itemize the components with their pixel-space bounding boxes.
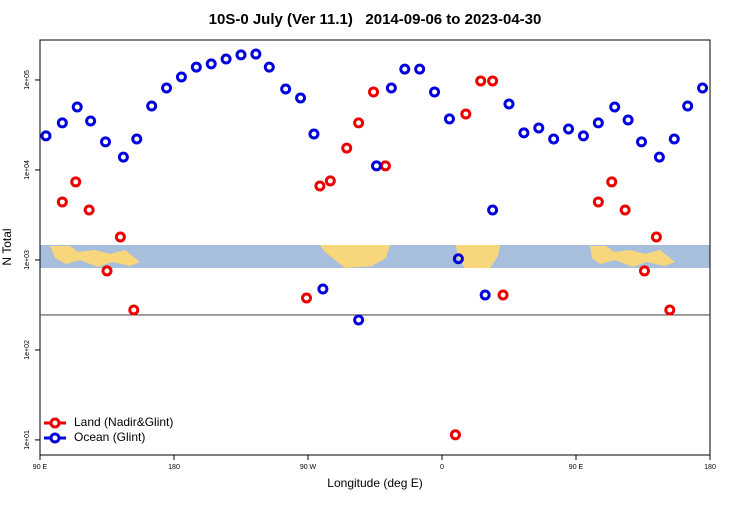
point xyxy=(650,231,662,243)
point xyxy=(475,75,487,87)
point xyxy=(487,204,499,216)
point xyxy=(609,101,621,113)
point xyxy=(117,151,129,163)
point xyxy=(324,175,336,187)
x-axis-label: Longitude (deg E) xyxy=(327,476,422,490)
point xyxy=(622,114,634,126)
y-tick-label: 1e+05 xyxy=(24,70,31,90)
point xyxy=(452,253,464,265)
point xyxy=(497,289,509,301)
chart-title: 10S-0 July (Ver 11.1) 2014-09-06 to 2023… xyxy=(209,11,542,28)
point xyxy=(548,133,560,145)
x-tick-label: 90 E xyxy=(33,464,48,471)
point xyxy=(592,117,604,129)
point xyxy=(653,151,665,163)
point xyxy=(592,196,604,208)
x-tick-label: 0 xyxy=(440,464,444,471)
point xyxy=(577,130,589,142)
point xyxy=(638,265,650,277)
point xyxy=(317,283,329,295)
y-axis-label: N Total xyxy=(0,228,14,265)
point xyxy=(56,117,68,129)
point xyxy=(518,127,530,139)
point xyxy=(85,115,97,127)
point xyxy=(479,289,491,301)
x-tick-label: 90 W xyxy=(300,464,317,471)
point xyxy=(70,176,82,188)
point xyxy=(280,83,292,95)
point xyxy=(128,304,140,316)
point xyxy=(220,53,232,65)
point xyxy=(429,86,441,98)
legend-marker xyxy=(49,417,61,429)
point xyxy=(664,304,676,316)
point xyxy=(353,117,365,129)
point xyxy=(295,92,307,104)
point xyxy=(668,133,680,145)
point xyxy=(503,98,515,110)
point xyxy=(263,61,275,73)
point xyxy=(449,429,461,441)
point xyxy=(636,136,648,148)
point xyxy=(370,160,382,172)
plot-frame xyxy=(39,39,711,456)
point xyxy=(443,113,455,125)
point xyxy=(301,292,313,304)
point xyxy=(101,265,113,277)
point xyxy=(83,204,95,216)
x-tick-label: 180 xyxy=(704,464,716,471)
x-tick-label: 180 xyxy=(168,464,180,471)
point xyxy=(100,136,112,148)
point xyxy=(114,231,126,243)
point xyxy=(460,108,472,120)
point xyxy=(563,123,575,135)
point xyxy=(368,86,380,98)
point xyxy=(682,100,694,112)
point xyxy=(399,63,411,75)
point xyxy=(131,133,143,145)
y-tick-label: 1e+04 xyxy=(24,160,31,180)
point xyxy=(414,63,426,75)
y-tick-label: 1e+02 xyxy=(24,340,31,360)
legend-label: Ocean (Glint) xyxy=(74,430,145,444)
point xyxy=(146,100,158,112)
point xyxy=(205,58,217,70)
y-tick-label: 1e+01 xyxy=(24,430,31,450)
point xyxy=(175,71,187,83)
point xyxy=(250,48,262,60)
point xyxy=(619,204,631,216)
point xyxy=(606,176,618,188)
point xyxy=(385,82,397,94)
legend-marker xyxy=(49,432,61,444)
point xyxy=(487,75,499,87)
point xyxy=(308,128,320,140)
map-strip xyxy=(40,245,710,268)
point xyxy=(40,130,52,142)
point xyxy=(533,122,545,134)
point xyxy=(71,101,83,113)
point xyxy=(353,314,365,326)
x-tick-label: 90 E xyxy=(569,464,584,471)
point xyxy=(341,142,353,154)
point xyxy=(161,82,173,94)
point xyxy=(56,196,68,208)
point xyxy=(697,82,709,94)
point xyxy=(235,49,247,61)
point xyxy=(314,180,326,192)
y-tick-label: 1e+03 xyxy=(24,250,31,270)
point xyxy=(190,61,202,73)
legend-label: Land (Nadir&Glint) xyxy=(74,415,173,429)
